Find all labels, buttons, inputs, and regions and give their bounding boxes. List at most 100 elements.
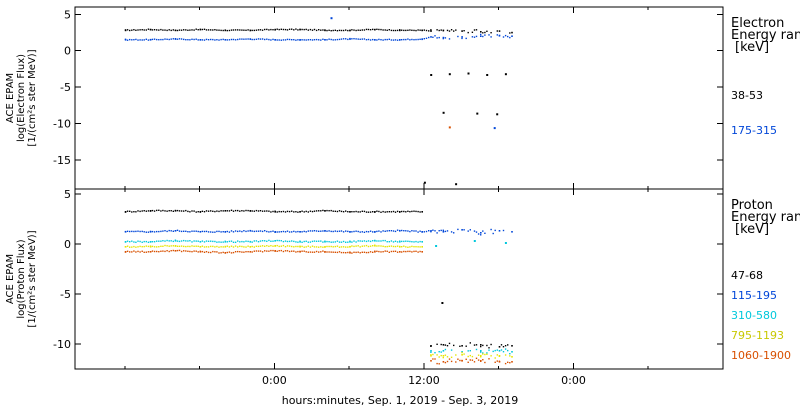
data-point <box>143 231 145 233</box>
data-point <box>434 352 436 354</box>
data-point <box>461 360 463 362</box>
data-point <box>411 38 413 41</box>
data-point <box>224 231 227 233</box>
data-point <box>141 241 143 243</box>
data-point <box>330 209 332 212</box>
data-point <box>261 240 264 242</box>
data-point <box>342 246 345 248</box>
data-point <box>158 209 160 211</box>
data-point <box>374 240 376 242</box>
data-point <box>349 241 351 243</box>
data-point <box>496 30 498 32</box>
data-point <box>253 210 255 212</box>
data-point <box>384 38 386 41</box>
data-point <box>353 211 355 213</box>
data-point <box>484 232 486 234</box>
data-point <box>218 252 220 254</box>
data-point <box>372 251 374 253</box>
data-point <box>374 211 376 213</box>
data-point <box>257 29 260 31</box>
data-point <box>507 361 509 363</box>
data-point <box>448 358 451 360</box>
data-point <box>380 240 382 242</box>
scatter-point <box>473 240 476 242</box>
data-point <box>141 29 143 31</box>
data-point <box>502 351 505 353</box>
data-point <box>342 251 345 254</box>
data-point <box>286 245 289 247</box>
data-point <box>247 38 249 40</box>
data-point <box>129 230 131 233</box>
data-point <box>247 245 249 247</box>
data-point <box>413 29 415 32</box>
data-point <box>488 358 490 360</box>
data-point <box>272 29 274 31</box>
data-point <box>135 38 137 41</box>
data-point <box>268 250 270 252</box>
data-point <box>403 38 405 41</box>
data-point <box>407 38 409 40</box>
data-point <box>189 211 191 213</box>
data-point <box>266 240 268 242</box>
data-point <box>507 344 509 346</box>
data-point <box>203 28 206 30</box>
data-point <box>313 28 316 31</box>
data-point <box>471 31 474 33</box>
data-point <box>131 29 133 31</box>
data-point <box>147 39 150 41</box>
data-point <box>342 231 345 233</box>
data-point <box>278 239 280 242</box>
data-point <box>232 251 235 254</box>
data-point <box>351 29 353 31</box>
data-point <box>448 342 451 345</box>
data-point <box>382 251 384 253</box>
data-point <box>438 356 440 358</box>
data-point <box>303 240 305 243</box>
data-point <box>153 241 156 243</box>
data-point <box>264 240 266 242</box>
data-point <box>328 241 330 243</box>
data-point <box>353 38 355 40</box>
data-point <box>183 250 185 252</box>
data-point <box>384 239 386 242</box>
data-point <box>380 245 382 247</box>
data-point <box>386 29 388 31</box>
data-point <box>307 29 309 31</box>
data-point <box>459 359 461 362</box>
data-point <box>291 28 293 30</box>
data-point <box>187 250 189 252</box>
data-point <box>490 343 492 346</box>
data-point <box>172 29 174 31</box>
scatter-point <box>442 111 445 114</box>
data-point <box>282 28 285 31</box>
data-point <box>189 245 191 248</box>
data-point <box>320 251 322 253</box>
data-point <box>365 28 368 31</box>
data-point <box>272 240 274 242</box>
data-point <box>482 230 484 232</box>
data-point <box>355 38 357 40</box>
data-point <box>259 210 262 212</box>
data-point <box>432 36 434 38</box>
data-point <box>301 241 303 243</box>
data-point <box>156 250 158 253</box>
data-point <box>274 231 276 233</box>
data-point <box>376 39 378 41</box>
data-point <box>234 39 237 41</box>
legend-entry: 1060-1900 <box>731 349 791 362</box>
data-point <box>218 39 220 41</box>
data-point <box>477 233 480 235</box>
legend-entry: 115-195 <box>731 289 777 302</box>
data-point <box>324 251 326 253</box>
data-point <box>498 30 501 32</box>
data-point <box>291 250 293 252</box>
data-point <box>245 29 247 31</box>
data-point <box>139 240 141 243</box>
plot-frame <box>74 188 724 370</box>
data-point <box>417 241 419 243</box>
legend-entry: 795-1193 <box>731 329 784 342</box>
data-point <box>212 245 214 248</box>
data-point <box>228 210 231 212</box>
data-point <box>403 240 405 243</box>
data-point <box>307 211 309 213</box>
